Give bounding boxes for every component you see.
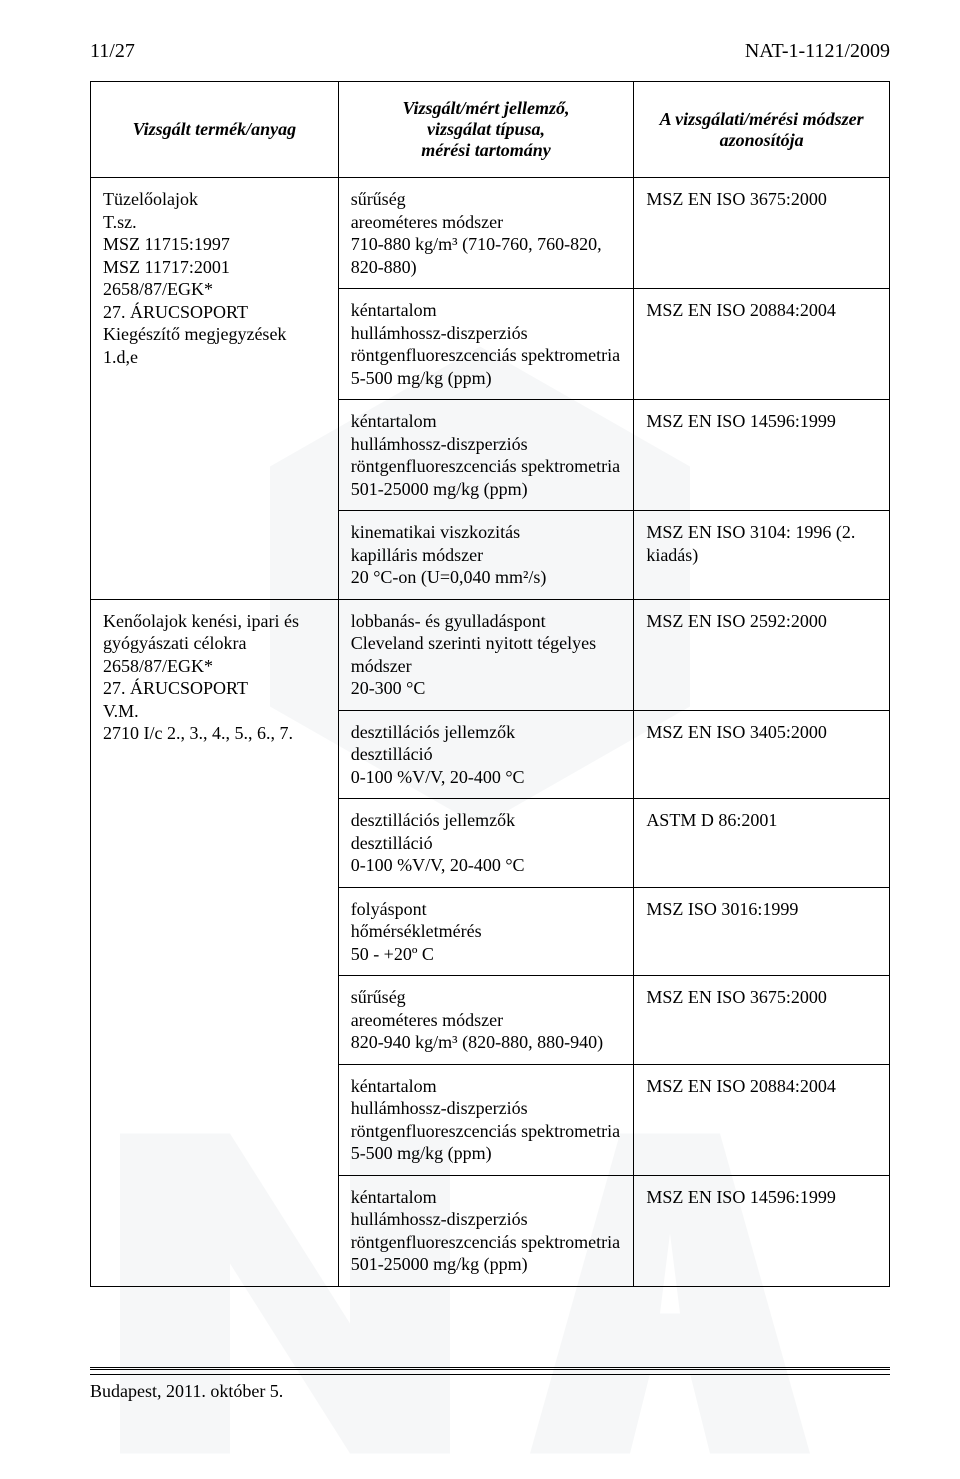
method-text: MSZ EN ISO 14596:1999	[646, 410, 877, 433]
document-id: NAT-1-1121/2009	[745, 40, 890, 63]
header-method-text: A vizsgálati/mérési módszerazonosítója	[660, 109, 864, 150]
param-text: sűrűségareométeres módszer820-940 kg/m³ …	[351, 986, 622, 1054]
header-param-text: Vizsgált/mért jellemző,vizsgálat típusa,…	[402, 98, 569, 160]
param-text: folyásponthőmérsékletmérés50 - +20º C	[351, 898, 622, 966]
cell-method: MSZ ISO 3016:1999	[634, 887, 890, 976]
cell-param: kéntartalomhullámhossz-diszperziós röntg…	[338, 1064, 634, 1175]
method-text: MSZ ISO 3016:1999	[646, 898, 877, 921]
accreditation-table: Vizsgált termék/anyag Vizsgált/mért jell…	[90, 81, 890, 1287]
cell-param: sűrűségareométeres módszer710-880 kg/m³ …	[338, 178, 634, 289]
cell-method: MSZ EN ISO 20884:2004	[634, 289, 890, 400]
method-text: MSZ EN ISO 3405:2000	[646, 721, 877, 744]
method-text: MSZ EN ISO 20884:2004	[646, 299, 877, 322]
header-method: A vizsgálati/mérési módszerazonosítója	[634, 82, 890, 178]
cell-param: sűrűségareométeres módszer820-940 kg/m³ …	[338, 976, 634, 1065]
footer-text: Budapest, 2011. október 5.	[90, 1381, 890, 1402]
cell-method: MSZ EN ISO 2592:2000	[634, 599, 890, 710]
header-product-text: Vizsgált termék/anyag	[133, 119, 297, 139]
method-text: ASTM D 86:2001	[646, 809, 877, 832]
cell-param: desztillációs jellemzőkdesztilláció0-100…	[338, 710, 634, 799]
param-text: desztillációs jellemzőkdesztilláció0-100…	[351, 721, 622, 789]
cell-method: MSZ EN ISO 3405:2000	[634, 710, 890, 799]
cell-product: TüzelőolajokT.sz.MSZ 11715:1997MSZ 11717…	[91, 178, 339, 600]
param-text: kéntartalomhullámhossz-diszperziós röntg…	[351, 1075, 622, 1165]
cell-method: MSZ EN ISO 14596:1999	[634, 400, 890, 511]
product-text: Kenőolajok kenési, ipari és gyógyászati …	[103, 610, 326, 745]
param-text: kéntartalomhullámhossz-diszperziós röntg…	[351, 299, 622, 389]
cell-method: MSZ EN ISO 3104: 1996 (2. kiadás)	[634, 511, 890, 600]
header-param: Vizsgált/mért jellemző,vizsgálat típusa,…	[338, 82, 634, 178]
cell-method: MSZ EN ISO 14596:1999	[634, 1175, 890, 1286]
cell-product: Kenőolajok kenési, ipari és gyógyászati …	[91, 599, 339, 1286]
cell-param: folyásponthőmérsékletmérés50 - +20º C	[338, 887, 634, 976]
method-text: MSZ EN ISO 3675:2000	[646, 986, 877, 1009]
page-header: 11/27 NAT-1-1121/2009	[90, 40, 890, 63]
method-text: MSZ EN ISO 20884:2004	[646, 1075, 877, 1098]
method-text: MSZ EN ISO 3104: 1996 (2. kiadás)	[646, 521, 877, 566]
cell-method: ASTM D 86:2001	[634, 799, 890, 888]
param-text: sűrűségareométeres módszer710-880 kg/m³ …	[351, 188, 622, 278]
table-row: Kenőolajok kenési, ipari és gyógyászati …	[91, 599, 890, 710]
cell-param: kinematikai viszkozitáskapilláris módsze…	[338, 511, 634, 600]
method-text: MSZ EN ISO 3675:2000	[646, 188, 877, 211]
product-text: TüzelőolajokT.sz.MSZ 11715:1997MSZ 11717…	[103, 188, 326, 368]
method-text: MSZ EN ISO 2592:2000	[646, 610, 877, 633]
page-footer: Budapest, 2011. október 5.	[90, 1367, 890, 1402]
page-number: 11/27	[90, 40, 135, 63]
cell-param: lobbanás- és gyulladáspontCleveland szer…	[338, 599, 634, 710]
param-text: kéntartalomhullámhossz-diszperziós röntg…	[351, 410, 622, 500]
cell-param: desztillációs jellemzőkdesztilláció0-100…	[338, 799, 634, 888]
footer-rule	[90, 1367, 890, 1375]
table-header-row: Vizsgált termék/anyag Vizsgált/mért jell…	[91, 82, 890, 178]
param-text: lobbanás- és gyulladáspontCleveland szer…	[351, 610, 622, 700]
table-body: TüzelőolajokT.sz.MSZ 11715:1997MSZ 11717…	[91, 178, 890, 1287]
cell-method: MSZ EN ISO 3675:2000	[634, 976, 890, 1065]
cell-param: kéntartalomhullámhossz-diszperziós röntg…	[338, 400, 634, 511]
table-row: TüzelőolajokT.sz.MSZ 11715:1997MSZ 11717…	[91, 178, 890, 289]
method-text: MSZ EN ISO 14596:1999	[646, 1186, 877, 1209]
cell-param: kéntartalomhullámhossz-diszperziós röntg…	[338, 1175, 634, 1286]
param-text: desztillációs jellemzőkdesztilláció0-100…	[351, 809, 622, 877]
cell-method: MSZ EN ISO 3675:2000	[634, 178, 890, 289]
header-product: Vizsgált termék/anyag	[91, 82, 339, 178]
param-text: kéntartalomhullámhossz-diszperziós röntg…	[351, 1186, 622, 1276]
cell-param: kéntartalomhullámhossz-diszperziós röntg…	[338, 289, 634, 400]
cell-method: MSZ EN ISO 20884:2004	[634, 1064, 890, 1175]
param-text: kinematikai viszkozitáskapilláris módsze…	[351, 521, 622, 589]
